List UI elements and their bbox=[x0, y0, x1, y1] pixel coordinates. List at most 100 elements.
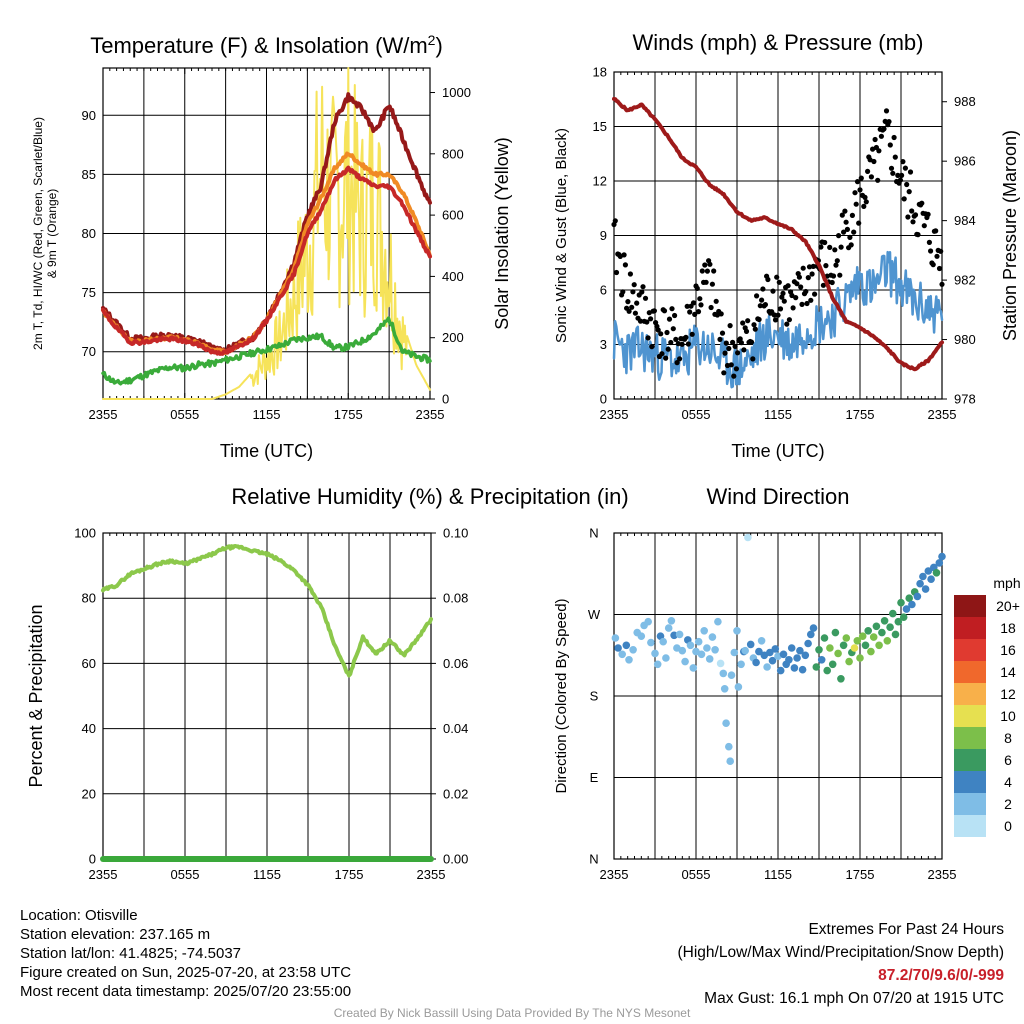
wind-chart-xtick-label: 2355 bbox=[600, 407, 629, 422]
gust-point bbox=[765, 276, 771, 283]
gust-point bbox=[925, 211, 931, 217]
direction-point bbox=[763, 663, 771, 671]
gust-point bbox=[843, 219, 849, 225]
direction-point bbox=[694, 637, 703, 646]
temp-chart-y2label: Solar Insolation (Yellow) bbox=[492, 137, 512, 329]
extremes-values: 87.2/70/9.6/0/-999 bbox=[878, 967, 1004, 984]
gust-point bbox=[762, 302, 769, 308]
direction-chart-title: Wind Direction bbox=[706, 484, 849, 509]
direction-point bbox=[820, 634, 829, 642]
direction-point bbox=[921, 585, 930, 593]
colorbar-swatch bbox=[954, 705, 986, 727]
gust-point bbox=[651, 308, 658, 314]
direction-point bbox=[880, 617, 889, 625]
gust-point bbox=[621, 252, 627, 258]
direction-point bbox=[812, 663, 821, 671]
gust-point bbox=[895, 172, 901, 178]
gust-point bbox=[759, 297, 765, 303]
gust-point bbox=[934, 253, 940, 259]
direction-point bbox=[817, 656, 826, 664]
temp-chart-ylabel-line1: 2m T, Td, HI/WC (Red, Green, Scarlet/Blu… bbox=[31, 117, 45, 350]
direction-point bbox=[700, 627, 708, 635]
direction-point bbox=[618, 650, 626, 659]
gust-point bbox=[622, 262, 629, 268]
gust-point bbox=[919, 200, 925, 206]
gust-point bbox=[805, 275, 811, 281]
wind-chart-ytick-label: 3 bbox=[600, 337, 607, 352]
gust-point bbox=[861, 203, 867, 209]
rh-chart-y2tick-label: 0.06 bbox=[443, 656, 468, 671]
direction-point bbox=[798, 665, 807, 674]
credit-line: Created By Nick Bassill Using Data Provi… bbox=[333, 1006, 691, 1020]
direction-point bbox=[845, 657, 853, 666]
direction-chart-xtick-label: 2355 bbox=[600, 867, 629, 882]
direction-chart-ytick-label: N bbox=[589, 526, 598, 541]
rh-chart-ytick-label: 20 bbox=[82, 786, 96, 801]
temp-chart-title: Temperature (F) & Insolation (W/m2) bbox=[90, 32, 443, 58]
gust-point bbox=[726, 345, 732, 352]
gust-point bbox=[872, 136, 878, 143]
direction-point bbox=[622, 641, 631, 650]
gust-point bbox=[629, 304, 635, 310]
direction-point bbox=[785, 656, 793, 664]
figure-created: Figure created on Sun, 2025-07-20, at 23… bbox=[20, 964, 352, 981]
gust-point bbox=[897, 177, 904, 183]
max-gust: Max Gust: 16.1 mph On 07/20 at 1915 UTC bbox=[704, 990, 1004, 1007]
gust-point bbox=[722, 350, 728, 356]
direction-point bbox=[744, 533, 752, 542]
gust-point bbox=[939, 281, 945, 287]
gust-point bbox=[639, 289, 645, 295]
colorbar-label: 10 bbox=[1000, 708, 1016, 724]
gust-point bbox=[876, 148, 882, 154]
direction-point bbox=[905, 594, 913, 602]
wind-chart-ytick-label: 18 bbox=[593, 65, 607, 80]
gust-point bbox=[719, 330, 726, 336]
direction-point bbox=[891, 630, 900, 639]
gust-point bbox=[905, 214, 911, 220]
direction-point bbox=[897, 598, 905, 607]
wind-chart-y2tick-label: 978 bbox=[954, 392, 976, 407]
temp-chart-y2tick-label: 400 bbox=[442, 269, 464, 284]
gust-point bbox=[789, 292, 795, 299]
gust-point bbox=[645, 335, 651, 341]
gust-point bbox=[644, 319, 650, 325]
gust-point bbox=[663, 355, 669, 361]
colorbar-swatch bbox=[954, 683, 986, 705]
direction-point bbox=[793, 654, 801, 662]
temp-chart-y2tick-label: 600 bbox=[442, 208, 464, 223]
temp-chart-ytick-label: 75 bbox=[82, 285, 96, 300]
gust-point bbox=[738, 340, 745, 346]
colorbar-label: 12 bbox=[1000, 686, 1016, 702]
direction-point bbox=[779, 650, 788, 659]
gust-point bbox=[899, 172, 905, 178]
gust-point bbox=[930, 262, 936, 268]
rh-chart-y2tick-label: 0.10 bbox=[443, 526, 468, 541]
gust-point bbox=[727, 323, 733, 329]
gust-point bbox=[679, 341, 685, 347]
direction-point bbox=[837, 675, 845, 683]
gust-point bbox=[711, 268, 717, 274]
wind-chart-xtick-label: 1755 bbox=[846, 407, 875, 422]
direction-point bbox=[902, 605, 911, 613]
direction-point bbox=[796, 646, 804, 655]
gust-point bbox=[634, 300, 640, 306]
gust-point bbox=[781, 298, 787, 304]
gust-point bbox=[818, 244, 824, 250]
direction-point bbox=[883, 637, 892, 645]
gust-point bbox=[822, 239, 828, 246]
rh-chart-ytick-label: 60 bbox=[82, 656, 96, 671]
gust-point bbox=[684, 303, 690, 309]
rh-chart-y2tick-label: 0.08 bbox=[443, 591, 468, 606]
gust-point bbox=[704, 268, 711, 274]
wind-chart-y2tick-label: 988 bbox=[954, 94, 976, 109]
recent-timestamp: Most recent data timestamp: 2025/07/20 2… bbox=[20, 983, 352, 1000]
gust-point bbox=[750, 356, 756, 362]
temp-chart-ytick-label: 80 bbox=[82, 226, 96, 241]
direction-point bbox=[737, 660, 745, 669]
gust-point bbox=[741, 347, 747, 353]
temp-chart-title-end: ) bbox=[435, 33, 442, 58]
direction-point bbox=[864, 627, 872, 635]
gust-point bbox=[810, 263, 816, 269]
gust-point bbox=[852, 190, 858, 196]
gust-point bbox=[857, 187, 863, 193]
